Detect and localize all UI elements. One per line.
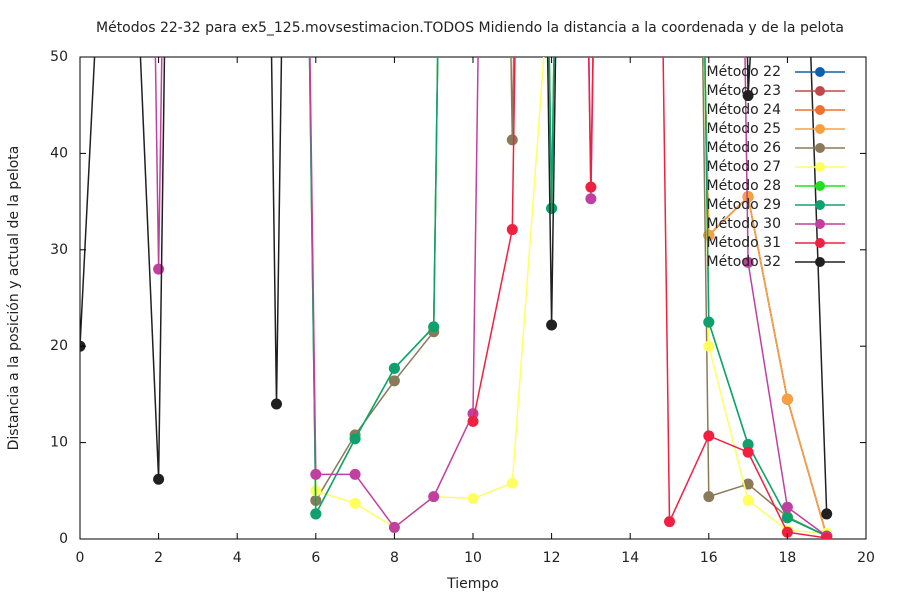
data-point	[467, 493, 479, 505]
data-point	[153, 263, 165, 275]
legend-marker	[815, 67, 825, 77]
data-point	[310, 508, 322, 520]
data-point	[703, 316, 715, 328]
data-point	[781, 526, 793, 538]
x-tick-label: 10	[464, 550, 482, 566]
legend-marker	[815, 219, 825, 229]
data-point	[388, 362, 400, 374]
data-point	[742, 446, 754, 458]
data-point	[349, 468, 361, 480]
data-point	[310, 468, 322, 480]
data-point	[821, 508, 833, 520]
x-tick-label: 2	[154, 550, 163, 566]
series-line	[309, 57, 827, 534]
x-tick-label: 8	[390, 550, 399, 566]
data-point	[349, 497, 361, 509]
legend-label: Método 22	[707, 64, 781, 80]
legend-label: Método 29	[707, 197, 781, 213]
data-point	[271, 398, 282, 410]
data-point	[703, 229, 715, 241]
data-point	[546, 202, 558, 214]
data-point	[428, 491, 440, 503]
y-tick-label: 20	[50, 338, 68, 354]
legend-label: Método 23	[707, 83, 781, 99]
data-point	[388, 521, 400, 533]
legend-marker	[815, 181, 825, 191]
x-tick-label: 18	[778, 550, 796, 566]
data-point	[546, 319, 558, 331]
x-tick-label: 14	[621, 550, 639, 566]
data-point	[506, 224, 518, 236]
y-tick-label: 30	[50, 242, 68, 258]
legend-label: Método 26	[707, 140, 782, 156]
x-tick-label: 4	[233, 550, 242, 566]
data-point	[781, 393, 793, 405]
legend-label: Método 25	[707, 121, 781, 137]
legend-marker	[815, 105, 825, 115]
legend-label: Método 24	[707, 102, 782, 118]
series-line	[472, 57, 827, 539]
data-point	[506, 134, 518, 146]
legend-marker	[815, 143, 825, 153]
y-tick-label: 10	[50, 435, 68, 451]
x-tick-label: 16	[700, 550, 718, 566]
y-tick-label: 50	[50, 49, 68, 65]
data-point	[664, 516, 675, 528]
data-point	[506, 477, 518, 489]
data-point	[781, 501, 793, 513]
legend-label: Método 30	[707, 216, 781, 232]
data-point	[742, 191, 754, 203]
data-point	[821, 532, 833, 539]
data-point	[153, 473, 165, 485]
y-axis-label: Distancia a la posición y actual de la p…	[6, 146, 22, 451]
legend-marker	[815, 124, 825, 134]
series-line	[308, 57, 828, 537]
data-point	[703, 430, 715, 442]
data-point	[742, 256, 754, 268]
x-tick-label: 20	[857, 550, 875, 566]
x-tick-label: 12	[543, 550, 561, 566]
plot-area	[80, 57, 833, 539]
data-point	[585, 193, 597, 205]
legend-label: Método 32	[707, 254, 781, 270]
data-point	[703, 491, 715, 503]
legend-label: Método 28	[707, 178, 781, 194]
data-point	[467, 415, 479, 427]
legend-marker	[815, 238, 825, 248]
data-point	[388, 375, 400, 387]
legend-marker	[815, 86, 825, 96]
data-point	[428, 321, 440, 333]
data-point	[742, 494, 754, 506]
data-point	[585, 181, 597, 193]
data-point	[742, 90, 754, 102]
legend-marker	[815, 257, 825, 267]
x-axis-label: Tiempo	[446, 576, 499, 592]
x-tick-label: 0	[76, 550, 85, 566]
data-point	[781, 512, 793, 524]
y-tick-label: 40	[50, 145, 68, 161]
legend-marker	[815, 200, 825, 210]
data-point	[349, 433, 361, 445]
legend-label: Método 31	[707, 235, 781, 251]
chart-title: Métodos 22-32 para ex5_125.movsestimacio…	[96, 20, 844, 36]
legend-label: Método 27	[707, 159, 781, 175]
x-tick-label: 6	[311, 550, 320, 566]
y-tick-label: 0	[59, 531, 68, 547]
data-point	[703, 340, 715, 352]
data-point	[742, 439, 754, 451]
legend-marker	[815, 162, 825, 172]
